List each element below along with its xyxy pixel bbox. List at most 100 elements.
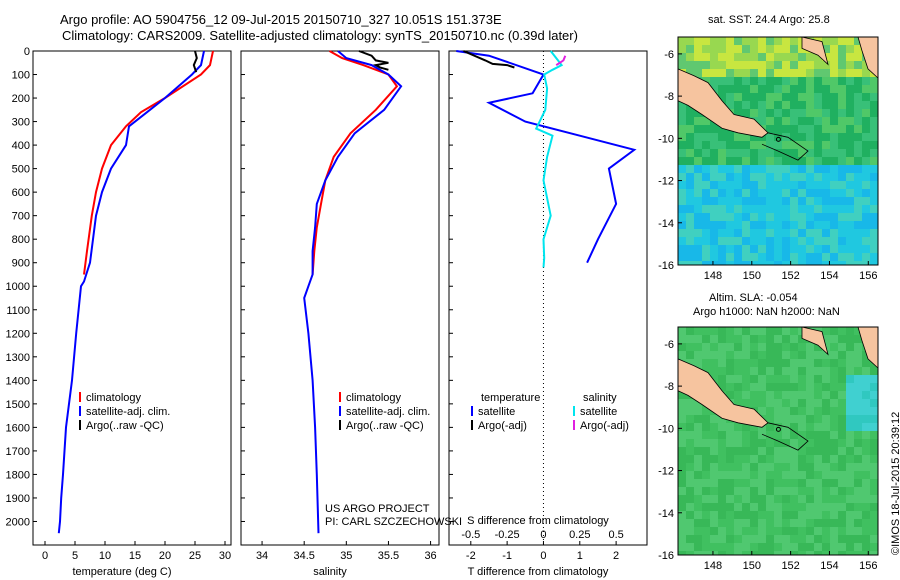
map-cell bbox=[838, 173, 846, 181]
map-cell bbox=[814, 471, 822, 479]
sal-x-tick-label: 36 bbox=[424, 550, 436, 562]
map-cell bbox=[806, 93, 814, 101]
map-cell bbox=[854, 511, 862, 519]
map-cell bbox=[830, 197, 838, 205]
map-cell bbox=[862, 495, 870, 503]
map-cell bbox=[790, 229, 798, 237]
map-cell bbox=[806, 535, 814, 543]
series-line-temperature-argo-adj- bbox=[463, 50, 515, 69]
map-cell bbox=[846, 149, 854, 157]
map-cell bbox=[702, 125, 710, 133]
map-cell bbox=[806, 261, 814, 265]
map-cell bbox=[870, 189, 878, 197]
map-cell bbox=[846, 359, 854, 367]
map-cell bbox=[734, 359, 742, 367]
map-cell bbox=[822, 101, 830, 109]
map-cell bbox=[774, 439, 782, 447]
map-cell bbox=[790, 487, 798, 495]
map-cell bbox=[758, 93, 766, 101]
map-cell bbox=[830, 69, 838, 77]
map-cell bbox=[846, 343, 854, 351]
map-cell bbox=[838, 503, 846, 511]
map-cell bbox=[718, 237, 726, 245]
map-cell bbox=[758, 213, 766, 221]
depth-tick-label: 1000 bbox=[6, 281, 30, 293]
series-line-satellite-adj-clim- bbox=[303, 50, 403, 534]
map-cell bbox=[790, 109, 798, 117]
map-cell bbox=[838, 149, 846, 157]
map-cell bbox=[774, 431, 782, 439]
map-cell bbox=[766, 351, 774, 359]
map-cell bbox=[854, 375, 862, 383]
map-cell bbox=[798, 213, 806, 221]
map-cell bbox=[750, 399, 758, 407]
map-cell bbox=[678, 423, 686, 431]
map-cell bbox=[726, 189, 734, 197]
map-y-tick-label: -14 bbox=[658, 218, 674, 230]
map-cell bbox=[750, 479, 758, 487]
map-cell bbox=[758, 53, 766, 61]
map-cell bbox=[854, 343, 862, 351]
series-line-salinity-argo-adj- bbox=[555, 55, 567, 66]
map-cell bbox=[750, 173, 758, 181]
map-cell bbox=[710, 551, 718, 555]
map-cell bbox=[742, 101, 750, 109]
map-cell bbox=[798, 53, 806, 61]
map-cell bbox=[726, 527, 734, 535]
depth-tick-label: 1900 bbox=[6, 493, 30, 505]
map-cell bbox=[742, 157, 750, 165]
map-cell bbox=[742, 535, 750, 543]
map-cell bbox=[830, 261, 838, 265]
map-cell bbox=[854, 423, 862, 431]
map-cell bbox=[702, 359, 710, 367]
map-cell bbox=[702, 37, 710, 45]
map-cell bbox=[862, 205, 870, 213]
map-cell bbox=[798, 205, 806, 213]
map-cell bbox=[846, 173, 854, 181]
map-cell bbox=[838, 407, 846, 415]
map-cell bbox=[774, 197, 782, 205]
map-cell bbox=[814, 69, 822, 77]
map-cell bbox=[686, 157, 694, 165]
depth-tick-label: 1500 bbox=[6, 399, 30, 411]
map-cell bbox=[774, 37, 782, 45]
map-cell bbox=[750, 101, 758, 109]
map-cell bbox=[830, 133, 838, 141]
map-cell bbox=[702, 535, 710, 543]
map-cell bbox=[790, 367, 798, 375]
sal-x-tick-label: 35.5 bbox=[378, 550, 399, 562]
map-cell bbox=[726, 479, 734, 487]
map-cell bbox=[774, 261, 782, 265]
map-cell bbox=[846, 93, 854, 101]
map-cell bbox=[718, 221, 726, 229]
map-cell bbox=[774, 141, 782, 149]
map-cell bbox=[726, 213, 734, 221]
map-cell bbox=[830, 85, 838, 93]
map-cell bbox=[790, 173, 798, 181]
map-cell bbox=[798, 479, 806, 487]
map-cell bbox=[766, 165, 774, 173]
map-cell bbox=[678, 327, 686, 335]
map-cell bbox=[750, 535, 758, 543]
map-cell bbox=[854, 85, 862, 93]
map-cell bbox=[758, 101, 766, 109]
map-cell bbox=[838, 93, 846, 101]
map-cell bbox=[854, 141, 862, 149]
map-cell bbox=[838, 229, 846, 237]
map-cell bbox=[734, 527, 742, 535]
map-cell bbox=[734, 423, 742, 431]
map-cell bbox=[710, 527, 718, 535]
map-cell bbox=[750, 423, 758, 431]
depth-tick-label: 700 bbox=[12, 211, 30, 223]
map-cell bbox=[702, 407, 710, 415]
depth-tick-label: 500 bbox=[12, 164, 30, 176]
temp-x-tick-label: 10 bbox=[99, 550, 111, 562]
map-cell bbox=[710, 439, 718, 447]
map-cell bbox=[790, 77, 798, 85]
map-cell bbox=[814, 221, 822, 229]
map-cell bbox=[782, 205, 790, 213]
map-cell bbox=[782, 391, 790, 399]
map-cell bbox=[854, 551, 862, 555]
map-cell bbox=[686, 351, 694, 359]
map-cell bbox=[718, 527, 726, 535]
